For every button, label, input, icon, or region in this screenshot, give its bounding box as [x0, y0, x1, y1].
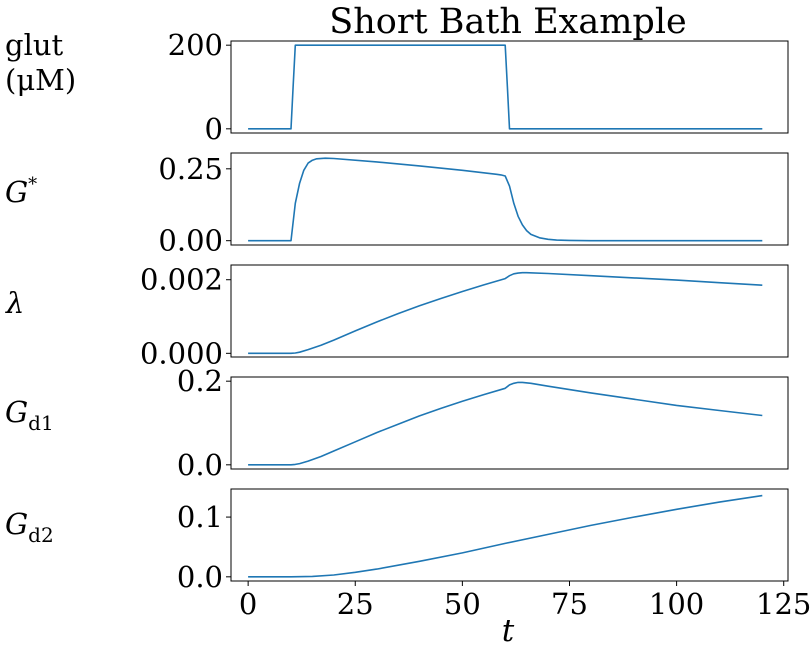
panel-3-ytick-label-1: 0.2 — [177, 364, 223, 398]
panel-4-frame — [230, 488, 789, 582]
chart-title: Short Bath Example — [329, 2, 687, 42]
panel-4-series-line — [248, 494, 763, 578]
panel-3-ytick-label-0: 0.0 — [177, 448, 223, 482]
panel-2-ytick-label-0: 0.000 — [140, 336, 223, 370]
x-tick-label-4: 100 — [649, 587, 704, 621]
x-tick-label-0: 0 — [239, 587, 257, 621]
panel-1: 0.00 0.25 — [158, 152, 789, 258]
panel-1-series-line — [248, 157, 763, 242]
panel-4: 0.0 0.1 0 25 50 75 100 125 — [177, 488, 811, 621]
panel-1-frame — [230, 152, 789, 246]
panel-1-ytick-label-1: 0.25 — [158, 152, 223, 186]
row-label-lambda: λ — [5, 286, 24, 320]
panel-2-ytick-label-1: 0.002 — [140, 263, 223, 297]
panel-0-frame — [230, 40, 789, 134]
panel-0-ytick-label-0: 0 — [205, 112, 223, 146]
row-label-glut-line1: glut — [5, 28, 64, 62]
row-label-glut: glut (μM) — [5, 28, 76, 97]
panel-4-ytick-label-1: 0.1 — [177, 500, 223, 534]
x-tick-label-5: 125 — [756, 587, 811, 621]
panel-0-ytick-label-1: 200 — [168, 28, 223, 62]
row-label-gd1: Gd1 — [5, 395, 54, 435]
panel-0: 0 200 — [168, 28, 789, 146]
panel-3: 0.0 0.2 — [177, 364, 789, 482]
panels: 0 200 0.00 0.25 0.000 0.002 0.0 0.2 0.0 0.1 0 25 50 7… — [140, 28, 811, 621]
panel-0-series-line — [248, 44, 763, 130]
x-tick-label-3: 75 — [551, 587, 588, 621]
panel-1-ytick-label-0: 0.00 — [158, 224, 223, 258]
panel-2-series-line — [248, 271, 763, 355]
x-axis-label: t — [502, 613, 515, 649]
row-label-gd2: Gd2 — [5, 507, 54, 547]
x-tick-label-2: 50 — [444, 587, 481, 621]
panel-4-ytick-label-0: 0.0 — [177, 560, 223, 594]
panel-2: 0.000 0.002 — [140, 263, 789, 370]
row-label-glut-line2: (μM) — [5, 63, 76, 97]
row-label-gstar: G* — [5, 174, 37, 209]
panel-2-frame — [230, 264, 789, 358]
panel-3-series-line — [248, 381, 763, 466]
panel-3-frame — [230, 376, 789, 470]
x-tick-label-1: 25 — [337, 587, 374, 621]
